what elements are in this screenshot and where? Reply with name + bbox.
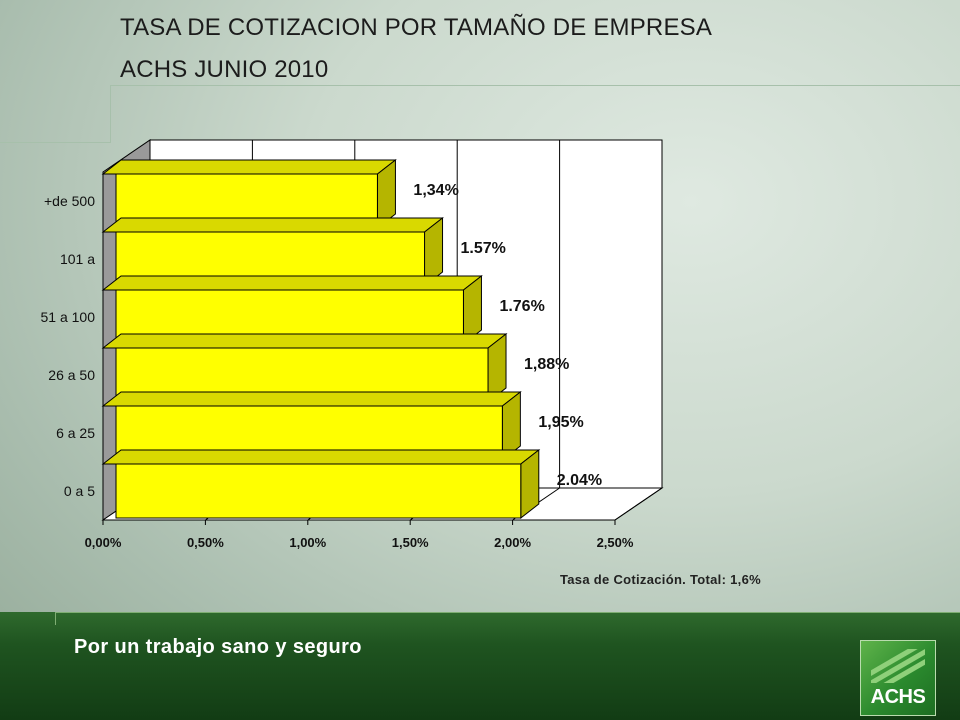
x-tick-label: 0,00% <box>85 535 122 550</box>
bar-top <box>101 217 444 233</box>
category-label: +de 500 <box>44 193 95 209</box>
data-label: 2.04% <box>557 472 602 489</box>
bar-chart: 0,00% 0,50% 1,00% 1,50% 2,00% 2,50% 1,34% +de 5… <box>41 139 664 550</box>
category-label: 51 a 100 <box>41 309 96 325</box>
category-label: 0 a 5 <box>64 483 95 499</box>
x-tick-label: 2,50% <box>597 535 634 550</box>
decorative-line-vertical <box>110 85 111 143</box>
footer-edge-line <box>55 612 960 625</box>
bar-top <box>101 391 522 407</box>
logo-stripes <box>871 649 925 683</box>
bar-top <box>101 449 541 465</box>
category-label: 6 a 25 <box>56 425 95 441</box>
bar-top <box>101 275 483 291</box>
bar-top <box>101 333 508 349</box>
achs-logo: ACHS <box>860 640 936 716</box>
category-label: 101 a <box>60 251 95 267</box>
data-label: 1,34% <box>413 182 458 199</box>
gridline-floor <box>614 487 663 521</box>
x-tick-label: 2,00% <box>494 535 531 550</box>
decorative-line-top <box>110 85 960 86</box>
category-label: 26 a 50 <box>48 367 95 383</box>
decorative-line-left <box>0 142 111 143</box>
data-label: 1,95% <box>538 414 583 431</box>
data-label: 1.76% <box>499 298 544 315</box>
chart-footnote: Tasa de Cotización. Total: 1,6% <box>560 572 761 587</box>
page-subtitle: ACHS JUNIO 2010 <box>120 56 329 83</box>
bar-top <box>101 159 397 175</box>
page-title: TASA DE COTIZACION POR TAMAÑO DE EMPRESA <box>120 14 713 41</box>
logo-text: ACHS <box>870 686 926 708</box>
x-tick-label: 1,00% <box>289 535 326 550</box>
footer-band: Por un trabajo sano y seguro ACHS <box>0 612 960 720</box>
bar <box>115 463 522 519</box>
x-tick-label: 0,50% <box>187 535 224 550</box>
x-tick-label: 1,50% <box>392 535 429 550</box>
footer-slogan: Por un trabajo sano y seguro <box>74 636 362 658</box>
data-label: 1,88% <box>524 356 569 373</box>
data-label: 1.57% <box>461 240 506 257</box>
